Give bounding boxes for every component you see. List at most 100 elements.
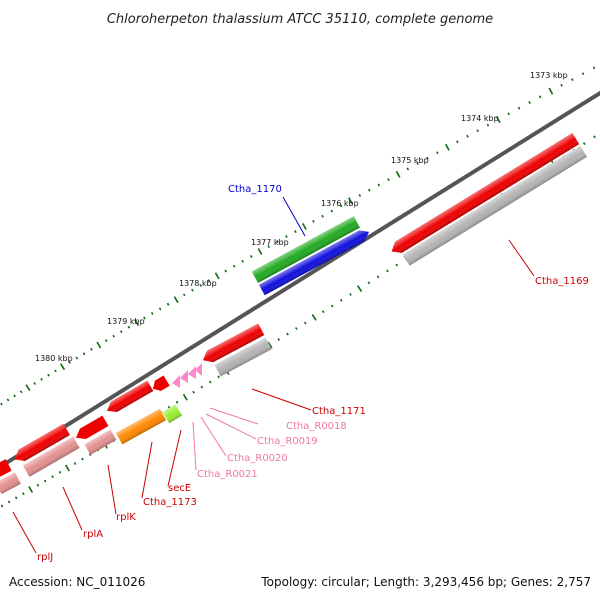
leader-ctha-1170 bbox=[282, 196, 306, 237]
inner-tick-minor bbox=[386, 269, 389, 273]
rplK-upper[interactable] bbox=[73, 415, 109, 443]
gene-secE[interactable] bbox=[162, 404, 183, 424]
outer-tick-minor bbox=[528, 101, 531, 104]
outer-tick-minor bbox=[592, 66, 596, 70]
outer-tick-minor bbox=[321, 214, 324, 218]
outer-tick-minor bbox=[416, 162, 419, 165]
label-r0019[interactable]: Ctha_R0019 bbox=[257, 436, 318, 447]
inner-tick-minor bbox=[295, 327, 298, 330]
outer-tick-minor bbox=[476, 129, 479, 133]
leader-ctha-1169 bbox=[508, 239, 535, 277]
inner-tick-major bbox=[311, 313, 317, 321]
gene-ctha-1169[interactable] bbox=[388, 133, 588, 270]
inner-tick-major bbox=[267, 341, 273, 349]
outer-tick-major bbox=[25, 384, 31, 392]
outer-tick-major bbox=[60, 363, 66, 371]
outer-tick-minor bbox=[426, 156, 429, 160]
outer-tick-major bbox=[444, 143, 450, 151]
label-r0020[interactable]: Ctha_R0020 bbox=[227, 453, 288, 464]
inner-tick-minor bbox=[88, 453, 92, 457]
inner-tick-minor bbox=[367, 281, 371, 285]
tick-label-1376: 1376 kbp bbox=[321, 199, 359, 208]
label-ctha-1173[interactable]: Ctha_1173 bbox=[143, 497, 197, 508]
label-rplJ[interactable]: rplJ bbox=[37, 552, 53, 563]
outer-tick-minor bbox=[312, 219, 315, 223]
label-rplK[interactable]: rplK bbox=[116, 512, 136, 523]
gene-rplK[interactable] bbox=[73, 415, 117, 457]
outer-tick-minor bbox=[207, 279, 211, 283]
outer-tick-minor bbox=[538, 95, 542, 99]
gene-ctha-1173[interactable] bbox=[116, 408, 167, 445]
inner-tick-minor bbox=[58, 470, 62, 474]
outer-tick-minor bbox=[158, 307, 162, 311]
outer-tick-minor bbox=[0, 402, 3, 406]
gene-rplK-cds[interactable] bbox=[104, 380, 154, 416]
label-ctha-1170[interactable]: Ctha_1170 bbox=[228, 184, 282, 195]
inner-tick-minor bbox=[376, 275, 380, 279]
outer-tick-major bbox=[348, 197, 353, 205]
accession-text: Accession: NC_011026 bbox=[9, 575, 145, 589]
trna-r0020[interactable] bbox=[180, 370, 188, 383]
outer-tick-major bbox=[257, 248, 263, 255]
inner-tick-minor bbox=[582, 142, 586, 146]
leader-rplA bbox=[62, 486, 83, 531]
outer-tick-major bbox=[548, 87, 554, 95]
outer-tick-minor bbox=[54, 369, 57, 373]
trna-r0019[interactable] bbox=[188, 366, 196, 379]
outer-tick-minor bbox=[250, 255, 253, 258]
outer-tick-minor bbox=[75, 356, 79, 360]
label-rplA[interactable]: rplA bbox=[83, 529, 103, 540]
outer-tick-minor bbox=[68, 360, 71, 364]
tick-label-1377: 1377 kbp bbox=[251, 238, 289, 247]
outer-tick-minor bbox=[166, 302, 170, 306]
inner-tick-minor bbox=[22, 492, 25, 496]
trna-r0018[interactable] bbox=[195, 363, 202, 376]
tick-label-1375: 1375 kbp bbox=[391, 156, 429, 165]
gene-rplA[interactable] bbox=[12, 423, 80, 479]
leader-secE bbox=[167, 429, 182, 487]
tick-label-1379: 1379 kbp bbox=[107, 317, 145, 326]
outer-tick-minor bbox=[224, 269, 227, 273]
outer-tick-minor bbox=[13, 394, 16, 398]
outer-tick-minor bbox=[241, 259, 244, 263]
rplJ-cds[interactable] bbox=[0, 459, 12, 480]
outer-tick-minor bbox=[358, 194, 362, 197]
outer-tick-minor bbox=[182, 293, 186, 297]
inner-tick-minor bbox=[321, 310, 325, 314]
label-r0021[interactable]: Ctha_R0021 bbox=[197, 469, 258, 480]
outer-tick-major bbox=[395, 170, 401, 178]
leader-ctha-1173 bbox=[141, 441, 153, 499]
gene-rplJ[interactable] bbox=[0, 458, 21, 495]
label-secE[interactable]: secE bbox=[168, 483, 191, 494]
label-r0018[interactable]: Ctha_R0018 bbox=[286, 421, 347, 432]
inner-tick-minor bbox=[0, 504, 4, 508]
gene-small-red[interactable] bbox=[150, 375, 170, 394]
label-ctha-1171[interactable]: Ctha_1171 bbox=[312, 406, 366, 417]
gene-ctha-1171[interactable] bbox=[200, 323, 272, 381]
gene-ctha-1170[interactable] bbox=[251, 213, 372, 296]
tick-label-1373: 1373 kbp bbox=[530, 71, 568, 80]
outer-tick-minor bbox=[507, 112, 510, 116]
inner-tick-minor bbox=[593, 135, 596, 139]
leader-r0021 bbox=[192, 421, 197, 471]
outer-tick-minor bbox=[387, 178, 390, 182]
inner-tick-minor bbox=[208, 380, 212, 384]
outer-tick-minor bbox=[47, 373, 50, 377]
inner-tick-major bbox=[28, 486, 34, 493]
tick-label-1380: 1380 kbp bbox=[35, 354, 73, 363]
leader-ctha-1171 bbox=[251, 388, 312, 411]
inner-tick-minor bbox=[395, 263, 399, 267]
leader-r0018 bbox=[209, 407, 259, 425]
inner-tick-minor bbox=[36, 483, 40, 487]
outer-tick-minor bbox=[436, 151, 439, 155]
leader-lines bbox=[12, 196, 535, 554]
inner-tick-minor bbox=[286, 332, 289, 336]
label-ctha-1169[interactable]: Ctha_1169 bbox=[535, 276, 589, 287]
outer-tick-minor bbox=[82, 352, 86, 356]
trna-r0021[interactable] bbox=[172, 375, 180, 388]
outer-tick-minor bbox=[104, 339, 108, 342]
trna-cluster[interactable] bbox=[172, 363, 202, 388]
small-red-cds[interactable] bbox=[150, 375, 170, 394]
outer-tick-minor bbox=[40, 377, 43, 381]
